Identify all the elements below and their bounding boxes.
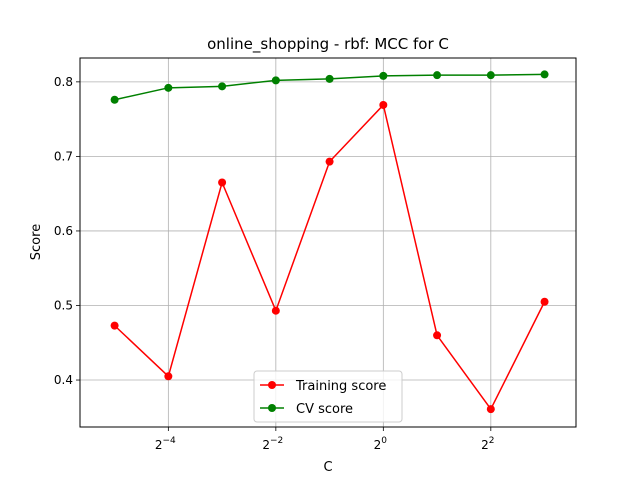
legend-marker-cv bbox=[268, 404, 276, 412]
series-0-point bbox=[325, 157, 334, 166]
series-1-point bbox=[218, 82, 227, 91]
plot-frame bbox=[79, 57, 577, 428]
series-1-point bbox=[164, 83, 173, 92]
legend-box bbox=[253, 370, 403, 423]
series-1-point bbox=[379, 71, 388, 80]
y-tick-label: 0.6 bbox=[54, 224, 73, 238]
series-1-point bbox=[271, 76, 280, 85]
plot-series bbox=[110, 70, 549, 414]
legend: Training score CV score bbox=[253, 370, 403, 423]
y-axis-label: Score bbox=[29, 224, 44, 260]
chart-title: online_shopping - rbf: MCC for C bbox=[207, 35, 449, 54]
y-tick-label: 0.8 bbox=[54, 75, 73, 89]
series-0-point bbox=[433, 331, 442, 340]
series-0-point bbox=[540, 297, 549, 306]
series-1-point bbox=[110, 95, 119, 104]
series-0-point bbox=[379, 100, 388, 109]
y-tick-label: 0.4 bbox=[54, 373, 73, 387]
x-axis-label: C bbox=[323, 460, 332, 475]
series-1-point bbox=[540, 70, 549, 79]
y-tick-label: 0.5 bbox=[54, 298, 73, 312]
series-0-point bbox=[110, 321, 119, 330]
grid bbox=[80, 58, 576, 427]
legend-label-cv: CV score bbox=[296, 402, 353, 417]
series-0-point bbox=[218, 178, 227, 187]
legend-label-training: Training score bbox=[295, 379, 386, 394]
y-tick-label: 0.7 bbox=[54, 149, 73, 163]
series-0-point bbox=[164, 372, 173, 381]
legend-marker-training bbox=[268, 381, 276, 389]
series-0-point bbox=[486, 405, 495, 414]
series-1-point bbox=[433, 71, 442, 80]
series-1-point bbox=[486, 71, 495, 80]
series-0-point bbox=[271, 306, 280, 315]
series-1-point bbox=[325, 74, 334, 83]
